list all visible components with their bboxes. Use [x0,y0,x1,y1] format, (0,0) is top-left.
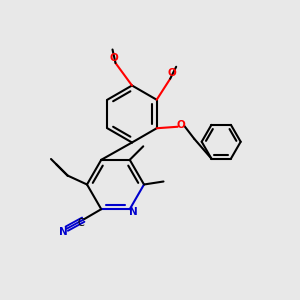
Text: O: O [177,120,186,130]
Text: O: O [110,52,118,63]
Text: C: C [77,218,84,228]
Text: N: N [59,227,68,237]
Text: N: N [129,207,138,217]
Text: O: O [167,68,176,78]
